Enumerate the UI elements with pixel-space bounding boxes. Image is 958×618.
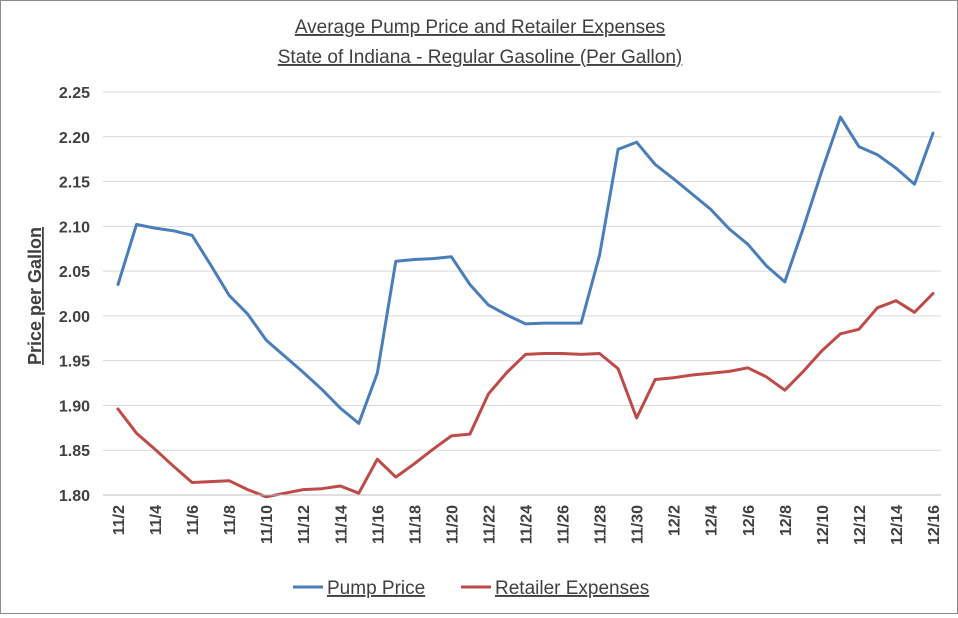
x-tick-label: 12/8 xyxy=(778,505,795,536)
y-tick-label: 1.95 xyxy=(59,354,90,371)
series-lines xyxy=(116,115,935,499)
x-tick-label: 12/2 xyxy=(667,505,684,536)
x-tick-label: 11/12 xyxy=(296,505,313,544)
chart-title: Average Pump Price and Retailer Expenses xyxy=(295,17,665,38)
y-tick-label: 1.90 xyxy=(59,398,90,415)
chart-subtitle: State of Indiana - Regular Gasoline (Per… xyxy=(278,47,683,68)
x-axis-ticks: 11/2 11/4 11/6 11/8 11/10 11/12 11/14 11/16 11/1… xyxy=(111,505,943,545)
x-tick-label: 11/18 xyxy=(407,505,424,544)
series-line-pump-price xyxy=(116,115,935,425)
x-tick-label: 11/28 xyxy=(593,505,610,544)
y-tick-label: 2.05 xyxy=(59,264,90,281)
x-tick-label: 11/2 xyxy=(111,505,128,535)
gridlines xyxy=(103,91,941,451)
y-tick-label: 2.15 xyxy=(59,175,90,192)
x-tick-label: 11/26 xyxy=(556,505,573,544)
series-line-retailer-expenses xyxy=(116,292,935,499)
x-tick-label: 12/12 xyxy=(852,505,869,545)
x-tick-label: 12/16 xyxy=(926,505,943,545)
x-tick-label: 11/10 xyxy=(259,505,276,544)
x-tick-label: 11/16 xyxy=(370,505,387,544)
y-tick-label: 2.25 xyxy=(59,85,90,102)
x-tick-label: 12/4 xyxy=(704,505,721,536)
x-tick-label: 11/30 xyxy=(630,505,647,544)
y-tick-label: 2.10 xyxy=(59,219,90,236)
x-tick-label: 11/8 xyxy=(222,505,239,535)
y-tick-label: 1.85 xyxy=(59,443,90,460)
x-tick-label: 12/6 xyxy=(741,505,758,536)
y-axis-label: Price per Gallon xyxy=(25,227,45,365)
y-axis-ticks: 1.80 1.85 1.90 1.95 2.00 2.05 2.10 2.15 2.20 2.25 xyxy=(59,85,90,505)
x-tick-label: 11/20 xyxy=(444,505,461,544)
x-tick-label: 11/22 xyxy=(481,505,498,544)
legend-label-retailer-expenses: Retailer Expenses xyxy=(495,578,649,599)
y-tick-label: 2.20 xyxy=(59,130,90,147)
y-tick-label: 2.00 xyxy=(59,309,90,326)
legend-label-pump-price: Pump Price xyxy=(327,578,425,599)
x-tick-label: 12/10 xyxy=(815,505,832,545)
x-tick-label: 11/24 xyxy=(519,505,536,544)
x-tick-label: 11/14 xyxy=(333,505,350,544)
y-tick-label: 1.80 xyxy=(59,488,90,505)
x-tick-label: 12/14 xyxy=(889,505,906,545)
x-tick-label: 11/6 xyxy=(185,505,202,535)
legend: Pump Price Retailer Expenses xyxy=(293,578,649,599)
x-tick-label: 11/4 xyxy=(148,505,165,535)
